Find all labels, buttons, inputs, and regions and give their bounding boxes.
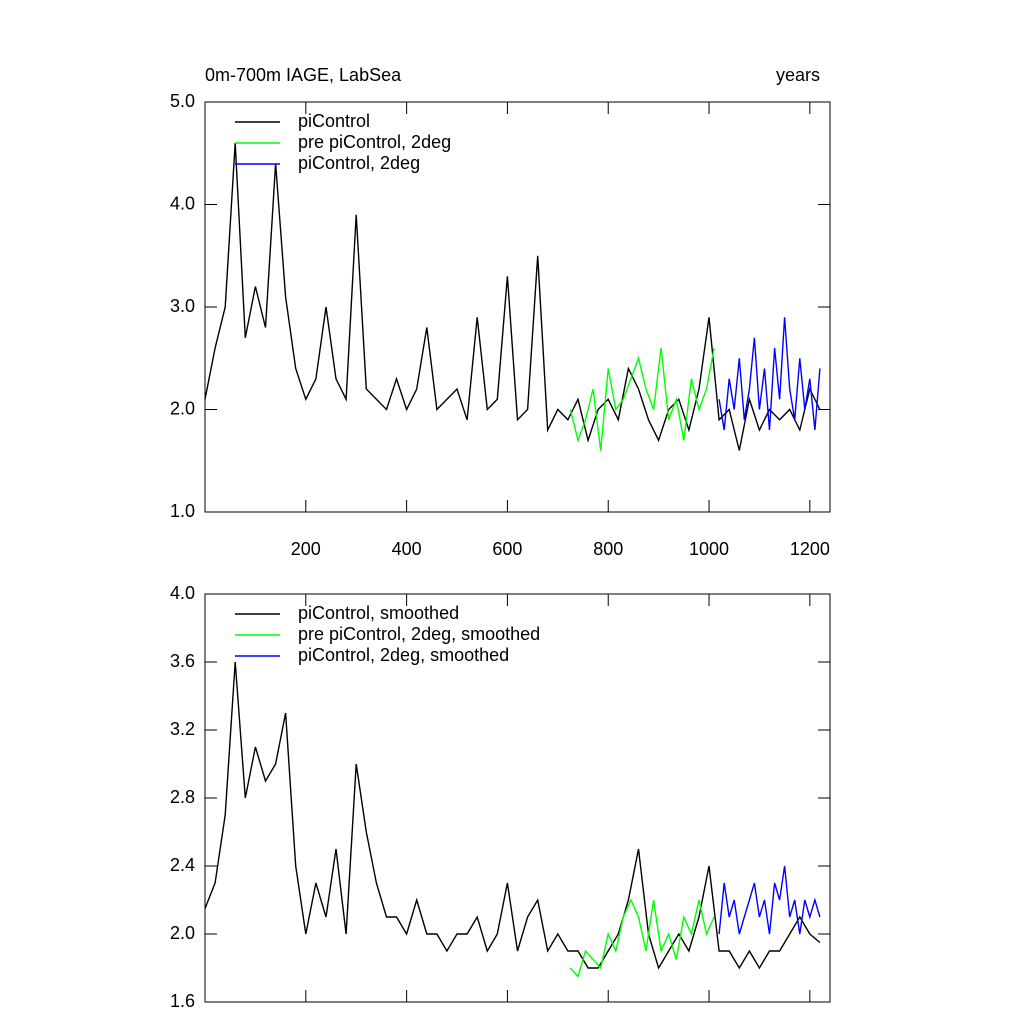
legend-label: piControl bbox=[298, 111, 370, 131]
x-tick-label: 800 bbox=[593, 539, 623, 559]
chart-subtitle: years bbox=[776, 65, 820, 85]
y-tick-label: 3.0 bbox=[170, 296, 195, 316]
y-tick-label: 4.0 bbox=[170, 583, 195, 603]
plot-frame bbox=[204, 101, 831, 513]
y-tick-label: 4.0 bbox=[170, 193, 195, 213]
series-line bbox=[718, 317, 821, 431]
y-tick-label: 2.4 bbox=[170, 855, 195, 875]
plot-frame bbox=[204, 593, 831, 1003]
y-tick-label: 2.0 bbox=[170, 923, 195, 943]
series-line bbox=[569, 347, 715, 451]
y-tick-label: 1.6 bbox=[170, 991, 195, 1011]
series-line bbox=[204, 142, 821, 451]
y-tick-label: 3.2 bbox=[170, 719, 195, 739]
legend-label: piControl, 2deg, smoothed bbox=[298, 645, 509, 665]
series-line bbox=[204, 661, 821, 970]
y-tick-label: 1.0 bbox=[170, 501, 195, 521]
y-tick-label: 3.6 bbox=[170, 651, 195, 671]
legend-label: pre piControl, 2deg, smoothed bbox=[298, 624, 540, 644]
series-line bbox=[569, 898, 715, 978]
x-tick-label: 400 bbox=[392, 539, 422, 559]
chart-title: 0m-700m IAGE, LabSea bbox=[205, 65, 402, 85]
y-tick-label: 5.0 bbox=[170, 91, 195, 111]
y-tick-label: 2.8 bbox=[170, 787, 195, 807]
legend-label: pre piControl, 2deg bbox=[298, 132, 451, 152]
x-tick-label: 1000 bbox=[689, 539, 729, 559]
series-line bbox=[718, 865, 821, 935]
y-tick-label: 2.0 bbox=[170, 398, 195, 418]
legend-label: piControl, smoothed bbox=[298, 603, 459, 623]
x-tick-label: 600 bbox=[492, 539, 522, 559]
legend-label: piControl, 2deg bbox=[298, 153, 420, 173]
x-tick-label: 200 bbox=[291, 539, 321, 559]
x-tick-label: 1200 bbox=[790, 539, 830, 559]
